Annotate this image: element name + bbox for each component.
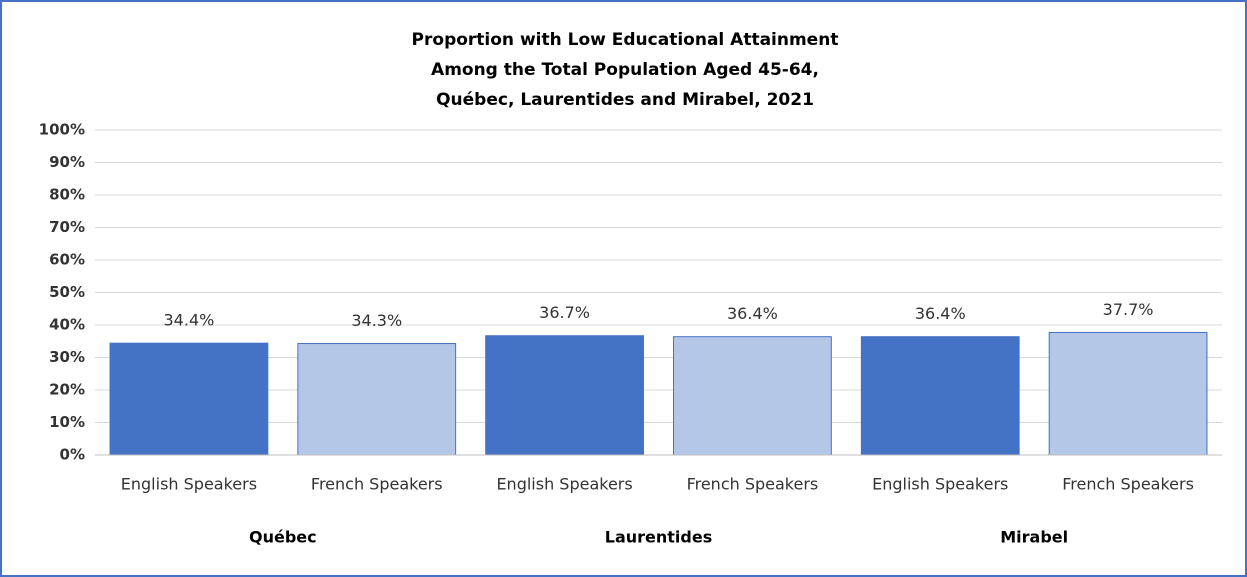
x-tick-label: English Speakers	[872, 475, 1008, 494]
x-tick-label: French Speakers	[311, 475, 443, 494]
x-tick-label: English Speakers	[121, 475, 257, 494]
bar	[109, 342, 269, 456]
y-tick-label: 10%	[49, 413, 85, 431]
chart-title: Proportion with Low Educational Attainme…	[412, 30, 839, 50]
bar	[673, 336, 832, 456]
group-label: Québec	[249, 528, 317, 547]
y-tick-label: 90%	[49, 153, 85, 171]
y-tick-label: 60%	[49, 251, 85, 269]
data-label: 36.4%	[727, 304, 778, 323]
data-label: 34.3%	[351, 311, 402, 330]
y-tick-label: 30%	[49, 348, 85, 366]
x-tick-label: English Speakers	[496, 475, 632, 494]
x-tick-label: French Speakers	[1062, 475, 1194, 494]
data-label: 36.7%	[539, 303, 590, 322]
group-label: Laurentides	[605, 528, 712, 547]
chart-title: Among the Total Population Aged 45-64,	[431, 60, 819, 80]
y-tick-label: 100%	[39, 121, 85, 139]
x-tick-label: French Speakers	[687, 475, 819, 494]
y-tick-label: 40%	[49, 316, 85, 334]
y-tick-label: 50%	[49, 283, 85, 301]
data-label: 37.7%	[1103, 300, 1154, 319]
y-tick-label: 80%	[49, 186, 85, 204]
y-tick-label: 0%	[60, 446, 85, 464]
group-label: Mirabel	[1000, 528, 1068, 547]
y-tick-label: 70%	[49, 218, 85, 236]
y-tick-label: 20%	[49, 381, 85, 399]
data-label: 36.4%	[915, 304, 966, 323]
bar	[297, 343, 457, 456]
bar	[860, 336, 1020, 456]
bar	[485, 335, 644, 456]
chart-title: Québec, Laurentides and Mirabel, 2021	[436, 90, 814, 110]
bar	[1048, 331, 1208, 456]
data-label: 34.4%	[164, 311, 215, 330]
